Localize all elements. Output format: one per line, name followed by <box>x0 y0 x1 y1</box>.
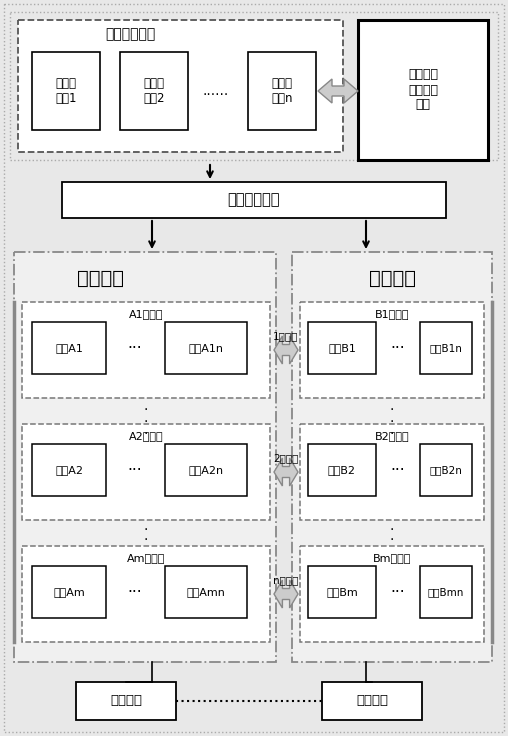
Polygon shape <box>274 458 298 486</box>
Bar <box>22 546 270 642</box>
Text: ......: ...... <box>203 84 229 98</box>
Text: 岸上天线: 岸上天线 <box>110 695 142 707</box>
Bar <box>62 182 446 218</box>
Text: 船舶Bmn: 船舶Bmn <box>428 587 464 597</box>
Text: 多路频率控制: 多路频率控制 <box>228 193 280 208</box>
Bar <box>76 682 176 720</box>
Bar <box>165 322 247 374</box>
Bar <box>10 12 498 160</box>
Bar <box>420 566 472 618</box>
Bar <box>308 322 376 374</box>
Text: ···: ··· <box>391 341 405 355</box>
Bar <box>300 424 484 520</box>
Text: Am路终端: Am路终端 <box>127 553 165 563</box>
Bar <box>248 52 316 130</box>
Text: A2路终端: A2路终端 <box>129 431 163 441</box>
Text: ·: · <box>390 523 394 537</box>
Text: B1组船舶: B1组船舶 <box>375 309 409 319</box>
Text: ·: · <box>390 427 394 441</box>
Text: 船舶B1: 船舶B1 <box>328 343 356 353</box>
Bar <box>32 566 106 618</box>
Text: 发射接
收站n: 发射接 收站n <box>271 77 293 105</box>
Bar <box>165 566 247 618</box>
Bar <box>420 444 472 496</box>
Text: 终端Am: 终端Am <box>53 587 85 597</box>
Text: ·: · <box>144 403 148 417</box>
Text: 2路选择: 2路选择 <box>273 453 299 463</box>
Text: 船舶Bm: 船舶Bm <box>326 587 358 597</box>
Text: ·: · <box>390 533 394 547</box>
Bar <box>22 302 270 398</box>
Text: ·: · <box>144 523 148 537</box>
Text: 船舶天线: 船舶天线 <box>356 695 388 707</box>
Text: ···: ··· <box>128 341 142 355</box>
Text: 终端A2n: 终端A2n <box>188 465 224 475</box>
Text: ···: ··· <box>391 584 405 600</box>
Text: ·: · <box>144 427 148 441</box>
Text: ···: ··· <box>128 462 142 478</box>
Bar <box>120 52 188 130</box>
Text: 1路选择: 1路选择 <box>273 331 299 341</box>
Bar <box>292 252 492 662</box>
Text: ···: ··· <box>391 462 405 478</box>
Text: 发射接
收站2: 发射接 收站2 <box>143 77 165 105</box>
Text: ·: · <box>390 403 394 417</box>
Text: n路选择: n路选择 <box>273 575 299 585</box>
Bar <box>300 302 484 398</box>
Bar <box>32 444 106 496</box>
Text: 船舶B2: 船舶B2 <box>328 465 356 475</box>
Bar <box>322 682 422 720</box>
Text: 终端A2: 终端A2 <box>55 465 83 475</box>
Text: 发射接收平台: 发射接收平台 <box>105 27 155 41</box>
Text: B2组船舶: B2组船舶 <box>375 431 409 441</box>
Bar <box>420 322 472 374</box>
Text: A1路终端: A1路终端 <box>129 309 163 319</box>
Bar <box>18 20 343 152</box>
Polygon shape <box>274 336 298 364</box>
Text: 终端A1n: 终端A1n <box>188 343 224 353</box>
Text: 船舶终端: 船舶终端 <box>368 269 416 288</box>
Bar <box>14 252 276 662</box>
Text: 终端Amn: 终端Amn <box>186 587 226 597</box>
Bar <box>32 52 100 130</box>
Text: ···: ··· <box>128 584 142 600</box>
Text: ·: · <box>144 533 148 547</box>
Text: ·: · <box>390 415 394 429</box>
Bar <box>308 566 376 618</box>
Polygon shape <box>274 580 298 608</box>
Text: 船舶B1n: 船舶B1n <box>430 343 462 353</box>
Text: 文件多路
收发控制
平台: 文件多路 收发控制 平台 <box>408 68 438 111</box>
Bar <box>22 424 270 520</box>
Text: 船舶B2n: 船舶B2n <box>430 465 462 475</box>
Bar <box>300 546 484 642</box>
Bar <box>358 20 488 160</box>
Bar <box>308 444 376 496</box>
Text: 终端A1: 终端A1 <box>55 343 83 353</box>
Text: Bm组船舶: Bm组船舶 <box>373 553 411 563</box>
Text: ·: · <box>144 415 148 429</box>
Text: 发射接
收站1: 发射接 收站1 <box>55 77 77 105</box>
Bar <box>32 322 106 374</box>
Text: 岸上终端: 岸上终端 <box>77 269 123 288</box>
Bar <box>165 444 247 496</box>
Polygon shape <box>318 79 358 103</box>
